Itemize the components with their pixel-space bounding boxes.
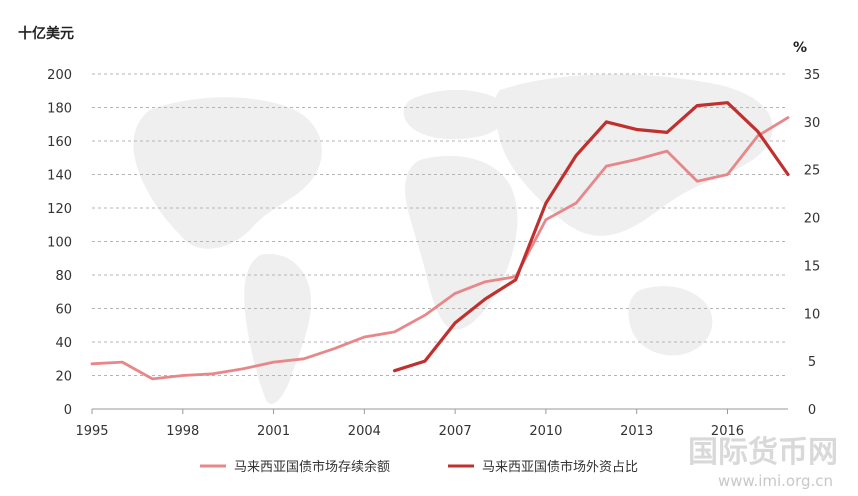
data-point-s0-11 — [423, 314, 427, 317]
data-point-s1-13 — [786, 173, 790, 176]
watermark-main-text: 国际货币网 — [688, 435, 838, 470]
data-point-s0-4 — [211, 372, 215, 375]
data-point-s0-6 — [272, 360, 275, 364]
right-tick-label-0: 0 — [808, 403, 816, 418]
watermark-url: www.imi.org.cn — [718, 472, 833, 490]
x-tick-label-2004: 2004 — [348, 424, 381, 439]
data-point-s1-5 — [544, 202, 548, 205]
data-point-s0-16 — [575, 201, 578, 205]
data-point-s1-12 — [756, 130, 759, 133]
data-point-s1-6 — [575, 154, 578, 157]
left-tick-label-140: 140 — [47, 169, 72, 184]
left-tick-label-120: 120 — [47, 202, 72, 217]
world-map-background — [133, 74, 773, 404]
data-point-s1-10 — [696, 104, 699, 107]
x-tick-label-2013: 2013 — [620, 424, 653, 439]
right-tick-label-10: 10 — [804, 307, 821, 322]
legend-label-foreign-share: 马来西亚国债市场外资占比 — [482, 459, 638, 475]
left-axis-unit: 十亿美元 — [18, 25, 74, 42]
right-tick-label-20: 20 — [804, 212, 821, 227]
right-tick-label-5: 5 — [808, 355, 816, 370]
data-point-s0-22 — [756, 134, 759, 138]
series-line-0 — [90, 116, 790, 381]
left-tick-label-160: 160 — [47, 135, 72, 150]
data-point-s0-2 — [151, 377, 154, 381]
data-point-s0-20 — [696, 180, 699, 183]
data-point-s1-0 — [393, 369, 396, 372]
data-point-s1-1 — [423, 359, 427, 363]
left-tick-label-20: 20 — [55, 370, 72, 385]
grid-lines — [92, 73, 788, 376]
left-tick-label-80: 80 — [55, 269, 72, 284]
right-tick-label-35: 35 — [804, 68, 821, 83]
x-tick-label-2016: 2016 — [711, 424, 744, 439]
data-point-s1-7 — [605, 120, 608, 124]
data-point-s0-1 — [121, 360, 124, 364]
data-point-s0-13 — [484, 280, 487, 283]
right-axis-unit: % — [793, 40, 807, 56]
data-point-s1-2 — [453, 321, 457, 325]
left-tick-label-60: 60 — [55, 303, 72, 318]
data-point-s0-21 — [726, 173, 729, 176]
data-point-s0-7 — [302, 357, 305, 360]
data-point-s0-12 — [453, 292, 457, 295]
data-point-s1-9 — [665, 131, 669, 134]
left-tick-label-200: 200 — [47, 68, 72, 83]
data-point-s0-18 — [635, 158, 638, 161]
left-tick-label-100: 100 — [47, 236, 72, 251]
data-point-s0-8 — [332, 347, 336, 350]
left-tick-label-40: 40 — [55, 336, 72, 351]
data-point-s0-15 — [544, 218, 548, 221]
right-tick-label-30: 30 — [804, 116, 821, 131]
watermark-logo: 国际货币网 www.imi.org.cn — [688, 435, 838, 490]
data-point-s0-3 — [181, 374, 184, 377]
left-tick-label-0: 0 — [64, 403, 72, 418]
legend-label-outstanding: 马来西亚国债市场存续余额 — [234, 459, 390, 475]
x-tick-label-2010: 2010 — [529, 424, 562, 439]
right-tick-label-15: 15 — [804, 259, 821, 274]
data-point-s1-3 — [484, 297, 487, 301]
legend: 马来西亚国债市场存续余额 马来西亚国债市场外资占比 — [200, 459, 638, 475]
data-point-s1-8 — [635, 128, 638, 131]
x-tick-label-1998: 1998 — [166, 424, 199, 439]
data-point-s0-0 — [90, 362, 94, 365]
data-point-s0-9 — [363, 335, 366, 339]
data-point-s0-5 — [242, 367, 245, 370]
data-point-s0-10 — [393, 330, 396, 334]
data-point-s1-4 — [514, 278, 517, 281]
data-point-s0-23 — [786, 116, 790, 119]
x-tick-label-2007: 2007 — [439, 424, 472, 439]
series-layer — [90, 101, 790, 381]
x-tick-label-1995: 1995 — [75, 424, 108, 439]
left-tick-label-180: 180 — [47, 102, 72, 117]
x-tick-label-2001: 2001 — [257, 424, 290, 439]
data-point-s1-11 — [726, 101, 729, 104]
data-point-s0-17 — [605, 164, 608, 168]
axes: 0 20 40 60 80 100 120 140 160 180 200 0 5 10 15 20 25 30 3… — [47, 68, 820, 439]
data-point-s0-19 — [665, 149, 669, 153]
right-tick-label-25: 25 — [804, 164, 821, 179]
series-line-1 — [393, 101, 790, 373]
